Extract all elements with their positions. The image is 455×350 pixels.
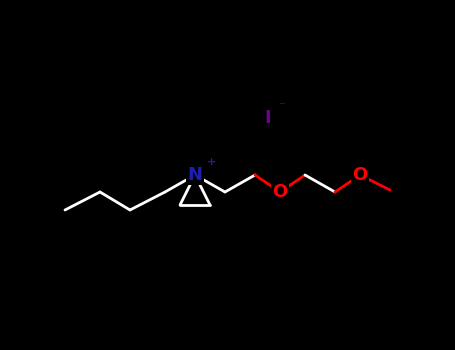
Text: O: O xyxy=(273,183,288,201)
Text: +: + xyxy=(207,157,216,167)
Text: ⁻: ⁻ xyxy=(278,100,285,113)
Text: N: N xyxy=(187,166,202,184)
Text: O: O xyxy=(352,166,368,184)
Text: I: I xyxy=(265,109,271,127)
